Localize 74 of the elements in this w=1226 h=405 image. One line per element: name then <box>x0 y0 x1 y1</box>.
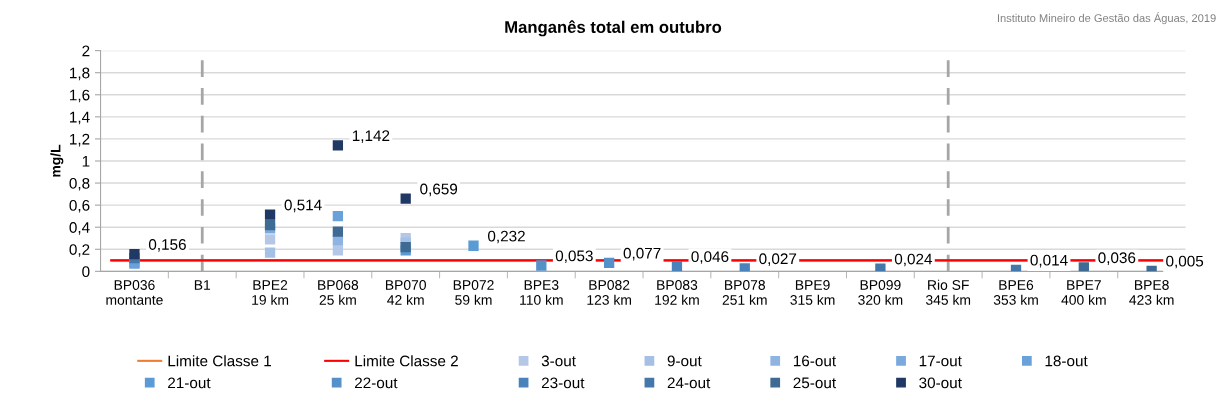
x-tick-label: BPE3 110 km <box>520 280 563 305</box>
legend-label: 18-out <box>1045 355 1088 367</box>
text: Instituto Mineiro de Gestão das Águas, 2019 <box>997 12 1216 25</box>
data-label: 0,005 <box>1166 255 1204 269</box>
data-label: 0,659 <box>420 183 458 197</box>
data-label: 0,156 <box>148 239 186 252</box>
y-tick-label: 1 <box>82 156 90 167</box>
y-tick-label: 1,6 <box>70 89 90 103</box>
y-axis-title: mg/L <box>50 144 64 177</box>
point <box>264 209 276 220</box>
point <box>332 140 344 151</box>
x-tick-label: BP078 251 km <box>722 280 767 305</box>
data-label: 0,077 <box>623 247 661 261</box>
x-tick-label: Rio SF 345 km <box>925 279 971 305</box>
legend-label: 22-out <box>355 377 398 389</box>
point <box>468 240 479 251</box>
y-tick-label: 2 <box>82 45 90 57</box>
x-tick-label: B1 <box>194 280 211 290</box>
data-label: 0,053 <box>555 250 593 264</box>
x-tick-label: BP036 montante <box>106 280 163 305</box>
y-tick-label: 1,4 <box>70 111 90 125</box>
data-label: 0,514 <box>284 199 322 213</box>
x-tick-label: BP068 25 km <box>318 280 359 305</box>
point <box>332 226 344 237</box>
y-tick-label: 0,2 <box>69 244 90 257</box>
legend-label: 9-out <box>667 355 702 367</box>
legend-label: Limite Classe 2 <box>355 355 458 367</box>
legend-label: 17-out <box>919 355 962 367</box>
legend-label: 3-out <box>541 355 576 367</box>
point <box>264 219 276 231</box>
point <box>603 257 615 268</box>
point <box>400 241 411 253</box>
chart-title: Manganês total em outubro <box>505 20 722 37</box>
y-tick-label: 0,8 <box>69 177 90 191</box>
point <box>536 260 547 271</box>
point <box>1078 262 1089 272</box>
point <box>400 193 411 204</box>
legend-label: 24-out <box>667 377 711 389</box>
legend-label: 16-out <box>793 355 836 367</box>
data-label: 0,036 <box>1098 252 1136 265</box>
point <box>332 211 344 222</box>
point <box>332 245 344 256</box>
y-tick-label: 1,8 <box>70 67 90 81</box>
data-label: 1,142 <box>352 130 390 143</box>
data-label: 0,024 <box>894 253 933 267</box>
legend-label: 25-out <box>793 377 836 389</box>
data-label: 0,014 <box>1030 254 1068 268</box>
x-tick-label: BPE7 400 km <box>1061 280 1106 305</box>
x-tick-label: BP070 42 km <box>385 280 426 305</box>
point <box>875 263 886 272</box>
data-label: 0,046 <box>691 251 729 264</box>
point <box>739 263 750 272</box>
legend-label: 23-out <box>541 377 585 389</box>
x-tick-label: BP082 123 km <box>587 280 631 305</box>
x-tick-label: BPE2 19 km <box>252 280 289 305</box>
x-tick-label: BPE8 423 km <box>1129 280 1174 305</box>
x-tick-label: BP099 320 km <box>858 280 903 305</box>
data-label: 0,027 <box>759 253 797 266</box>
legend-label: 30-out <box>919 377 962 389</box>
x-tick-label: BP083 192 km <box>655 280 699 305</box>
data-label: 0,232 <box>487 230 525 244</box>
x-tick-label: BP072 59 km <box>453 280 494 305</box>
point <box>671 261 683 272</box>
x-tick-label: BPE9 315 km <box>790 280 835 305</box>
y-tick-label: 1,2 <box>70 133 90 147</box>
y-tick-label: 0 <box>82 266 90 278</box>
y-tick-label: 0,4 <box>69 222 90 235</box>
point <box>264 234 276 245</box>
legend-label: 21-out <box>168 377 211 389</box>
point <box>264 247 276 258</box>
y-tick-label: 0,6 <box>69 200 90 213</box>
legend-label: Limite Classe 1 <box>168 355 271 367</box>
point <box>129 248 140 260</box>
x-tick-label: BPE6 353 km <box>993 280 1038 305</box>
